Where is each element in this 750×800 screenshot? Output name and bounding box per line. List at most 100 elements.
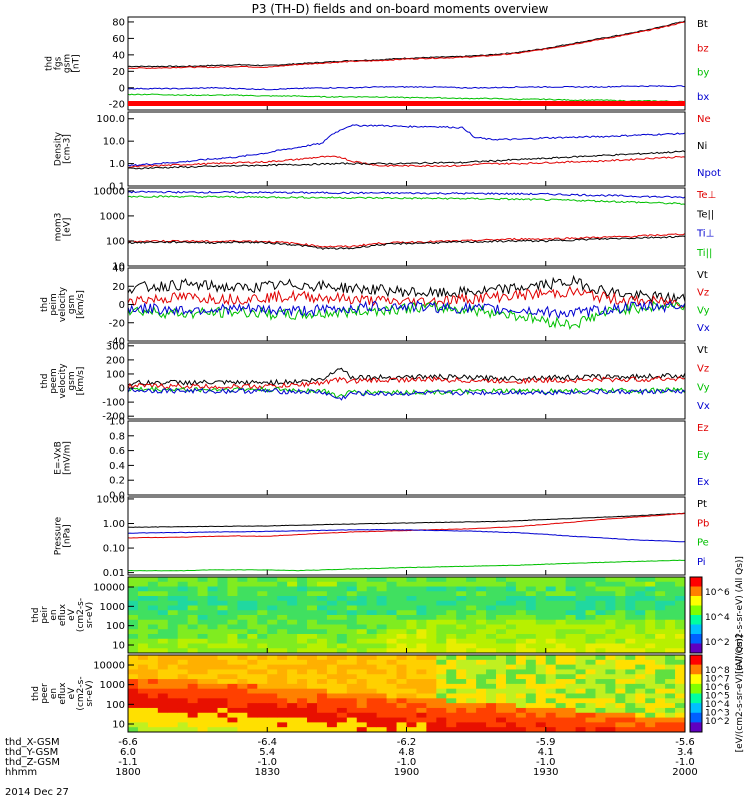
spectrogram-cell bbox=[297, 615, 308, 621]
spectrogram-cell bbox=[635, 664, 646, 670]
spectrogram-cell bbox=[635, 669, 646, 675]
spectrogram-cell bbox=[187, 624, 199, 630]
spectrogram-cell bbox=[197, 643, 209, 649]
spectrogram-cell bbox=[177, 659, 189, 666]
spectrogram-cell bbox=[605, 605, 616, 611]
spectrogram-cell bbox=[565, 615, 577, 621]
spectrogram-cell bbox=[316, 698, 328, 704]
spectrogram-cell bbox=[237, 634, 248, 640]
spectrogram-cell bbox=[247, 581, 258, 587]
spectrogram-cell bbox=[635, 703, 646, 709]
spectrogram-cell bbox=[416, 698, 427, 704]
spectrogram-cell bbox=[147, 722, 159, 728]
spectrogram-cell bbox=[625, 581, 636, 587]
spectrogram-cell bbox=[356, 674, 368, 680]
spectrogram-cell bbox=[486, 629, 497, 635]
spectrogram-cell bbox=[346, 648, 358, 654]
spectrogram-cell bbox=[316, 634, 328, 640]
spectrogram-cell bbox=[555, 610, 567, 616]
spectrogram-cell bbox=[675, 624, 686, 630]
spectrogram-cell bbox=[336, 679, 348, 685]
spectrogram-cell bbox=[645, 634, 656, 640]
spectrogram-cell bbox=[326, 703, 338, 709]
ephemeris-value: -1.0 bbox=[397, 757, 417, 768]
spectrogram-cell bbox=[137, 717, 149, 723]
spectrogram-cell bbox=[346, 669, 358, 675]
spectrogram-cell bbox=[336, 674, 348, 680]
spectrogram-cell bbox=[287, 591, 298, 597]
spectrogram-cell bbox=[267, 727, 278, 733]
spectrogram-cell bbox=[436, 596, 447, 602]
spectrogram-cell bbox=[575, 707, 587, 714]
spectrogram-cell bbox=[585, 591, 596, 597]
spectrogram-cell bbox=[545, 659, 557, 666]
spectrogram-cell bbox=[366, 610, 378, 616]
spectrogram-cell bbox=[555, 669, 567, 675]
spectrogram-cell bbox=[177, 634, 189, 640]
spectrogram-cell bbox=[456, 703, 467, 709]
spectrogram-cell bbox=[486, 643, 497, 649]
spectrogram-cell bbox=[525, 605, 537, 611]
spectrogram-cell bbox=[197, 586, 209, 592]
spectrogram-cell bbox=[675, 727, 686, 733]
spectrogram-cell bbox=[505, 648, 517, 654]
spectrogram-cell bbox=[446, 693, 457, 699]
spectrogram-cell bbox=[595, 596, 606, 602]
spectrogram-cell bbox=[128, 600, 139, 606]
spectrogram-cell bbox=[316, 610, 328, 616]
spectrogram-cell bbox=[277, 629, 288, 635]
spectrogram-cell bbox=[446, 648, 457, 654]
spectrogram-cell bbox=[496, 615, 507, 621]
spectrogram-cell bbox=[565, 619, 577, 625]
spectrogram-cell bbox=[615, 634, 626, 640]
spectrogram-cell bbox=[217, 707, 228, 714]
spectrogram-cell bbox=[376, 600, 388, 606]
spectrogram-cell bbox=[675, 703, 686, 709]
spectrogram-cell bbox=[297, 605, 308, 611]
spectrogram-cell bbox=[496, 712, 507, 719]
spectrogram-cell bbox=[167, 591, 179, 597]
series-line-Vx bbox=[127, 300, 686, 319]
spectrogram-cell bbox=[257, 688, 268, 694]
spectrogram-cell bbox=[376, 688, 388, 694]
legend-entry: bz bbox=[697, 43, 709, 54]
spectrogram-cell bbox=[535, 664, 547, 670]
spectrogram-cell bbox=[396, 591, 407, 597]
y-axis-label: gsm bbox=[63, 54, 73, 73]
spectrogram-cell bbox=[386, 638, 398, 644]
spectrogram-cell bbox=[147, 581, 159, 587]
spectrogram-cell bbox=[277, 634, 288, 640]
spectrogram-cell bbox=[376, 605, 388, 611]
spectrogram-cell bbox=[197, 600, 209, 606]
spectrogram-cell bbox=[416, 707, 427, 714]
spectrogram-cell bbox=[137, 683, 149, 690]
spectrogram-cell bbox=[545, 703, 557, 709]
spectrogram-cell bbox=[167, 605, 179, 611]
spectrogram-cell bbox=[615, 717, 626, 723]
spectrogram-cell bbox=[147, 615, 159, 621]
y-tick-label: 0.8 bbox=[109, 431, 125, 442]
spectrogram-cell bbox=[436, 648, 447, 654]
spectrogram-cell bbox=[525, 669, 537, 675]
spectrogram-cell bbox=[456, 629, 467, 635]
spectrogram-cell bbox=[366, 638, 378, 644]
legend-entry: Vt bbox=[697, 270, 708, 281]
spectrogram-cell bbox=[476, 717, 487, 723]
spectrogram-cell bbox=[416, 610, 427, 616]
spectrogram-cell bbox=[615, 605, 626, 611]
spectrogram-cell bbox=[505, 707, 517, 714]
panel-frame bbox=[127, 16, 686, 111]
spectrogram-cell bbox=[645, 717, 656, 723]
spectrogram-cell bbox=[147, 586, 159, 592]
spectrogram-cell bbox=[466, 648, 477, 654]
spectrogram-cell bbox=[257, 717, 268, 723]
spectrogram-cell bbox=[297, 707, 308, 714]
spectrogram-cell bbox=[386, 664, 398, 670]
y-axis-label: [km/s] bbox=[76, 367, 86, 396]
spectrogram-cell bbox=[297, 688, 308, 694]
legend-entry: Pb bbox=[697, 518, 709, 529]
spectrogram-cell bbox=[505, 577, 517, 583]
spectrogram-cell bbox=[446, 688, 457, 694]
spectrogram-cell bbox=[157, 659, 169, 666]
spectrogram-cell bbox=[346, 712, 358, 719]
